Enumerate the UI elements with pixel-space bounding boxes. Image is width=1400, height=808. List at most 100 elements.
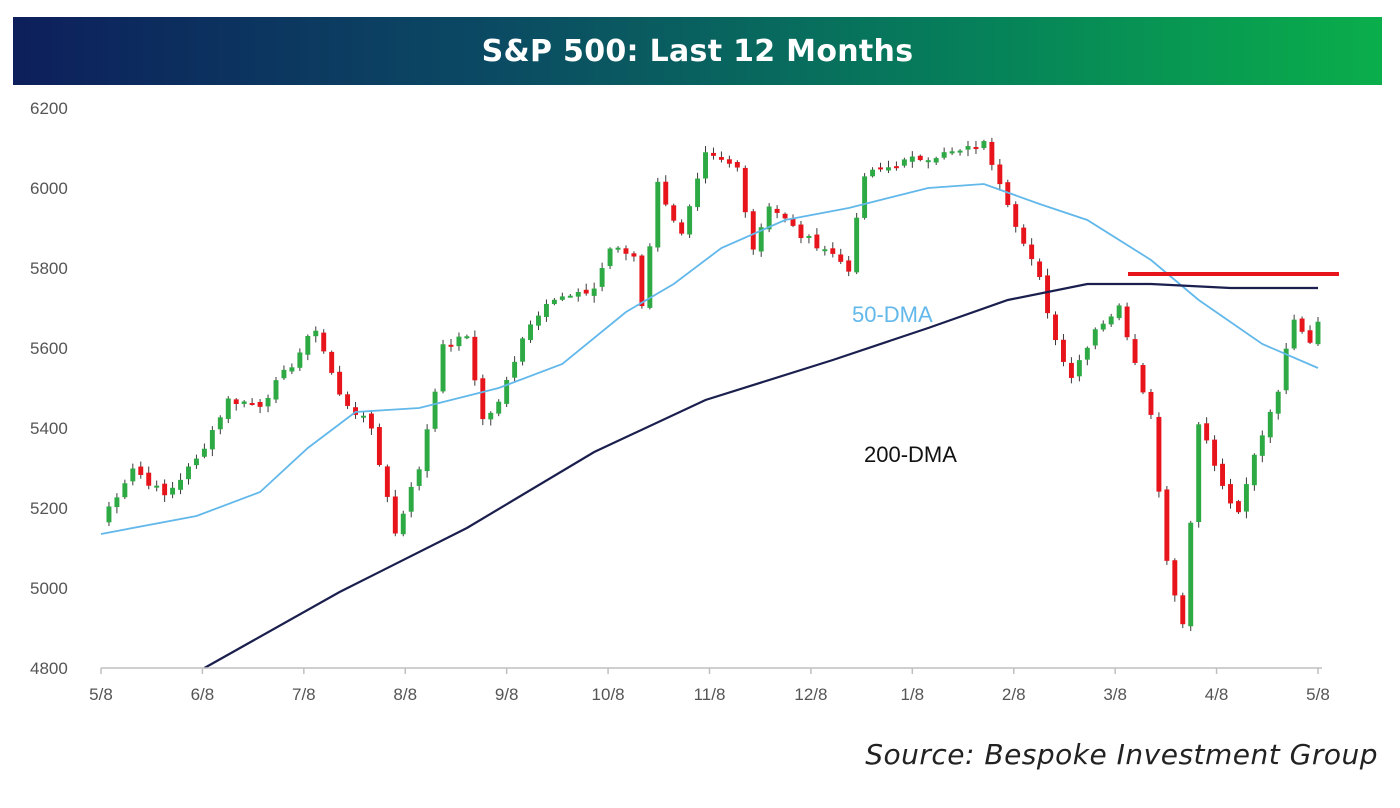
candle-body bbox=[870, 169, 876, 177]
candle-body bbox=[305, 335, 311, 355]
candle-body bbox=[512, 361, 518, 378]
candle-body bbox=[138, 466, 144, 475]
candle-body bbox=[703, 152, 708, 179]
candle-body bbox=[1172, 560, 1178, 596]
candle-body bbox=[528, 324, 533, 341]
candle-body bbox=[551, 299, 557, 305]
candle-body bbox=[663, 181, 669, 205]
candle-body bbox=[1060, 339, 1066, 362]
candle-body bbox=[1037, 261, 1043, 277]
candle-body bbox=[265, 397, 271, 407]
candle-body bbox=[567, 295, 573, 298]
x-tick-label: 5/8 bbox=[89, 685, 113, 704]
y-tick-label: 4800 bbox=[30, 659, 68, 678]
x-tick-label: 12/8 bbox=[794, 685, 827, 704]
candle-body bbox=[106, 506, 112, 523]
candle-body bbox=[687, 206, 693, 235]
candle-body bbox=[201, 448, 207, 457]
candle-body bbox=[1013, 204, 1019, 227]
candle-body bbox=[1148, 391, 1154, 415]
source-caption: Source: Bespoke Investment Group bbox=[865, 738, 1378, 771]
candle-body bbox=[1068, 362, 1074, 378]
candle-body bbox=[981, 141, 987, 149]
candle-body bbox=[758, 227, 764, 252]
candle-body bbox=[170, 487, 176, 495]
candle-body bbox=[480, 378, 486, 420]
candle-body bbox=[1084, 347, 1090, 360]
candle-body bbox=[249, 402, 255, 405]
x-tick-label: 8/8 bbox=[393, 685, 417, 704]
candle-body bbox=[1116, 305, 1122, 319]
candle-body bbox=[416, 469, 422, 486]
candle-body bbox=[1259, 435, 1265, 456]
candle-body bbox=[1140, 365, 1146, 393]
candle-body bbox=[838, 254, 844, 262]
candle-body bbox=[750, 211, 756, 250]
candle-body bbox=[376, 427, 382, 466]
y-tick-label: 5800 bbox=[30, 259, 68, 278]
candle-body bbox=[520, 338, 526, 362]
candle-body bbox=[655, 181, 661, 248]
candle-body bbox=[241, 401, 247, 404]
y-tick-label: 6200 bbox=[30, 99, 68, 118]
candle-body bbox=[1045, 275, 1051, 314]
candle-body bbox=[814, 234, 820, 249]
candle-body bbox=[193, 458, 199, 466]
candle-body bbox=[329, 351, 335, 373]
candle-body bbox=[114, 497, 120, 508]
candle-body bbox=[734, 162, 740, 168]
candle-body bbox=[488, 412, 494, 420]
candle-body bbox=[973, 147, 979, 150]
x-tick-label: 9/8 bbox=[495, 685, 519, 704]
candle-body bbox=[392, 496, 398, 534]
x-tick-label: 2/8 bbox=[1002, 685, 1026, 704]
candle-body bbox=[1315, 321, 1321, 345]
candle-body bbox=[671, 205, 677, 221]
candle-body bbox=[599, 268, 605, 287]
candle-body bbox=[233, 399, 239, 405]
candle-body bbox=[440, 344, 446, 392]
candle-body bbox=[615, 247, 621, 250]
candle-body bbox=[830, 248, 836, 254]
candle-body bbox=[297, 352, 303, 368]
line-200-dma bbox=[203, 282, 1318, 669]
candle-body bbox=[1132, 339, 1138, 363]
candle-body bbox=[965, 146, 971, 150]
candle-body bbox=[949, 151, 955, 154]
x-tick-label: 1/8 bbox=[901, 685, 925, 704]
candle-body bbox=[679, 222, 685, 234]
candle-body bbox=[774, 208, 780, 213]
candle-body bbox=[886, 167, 891, 171]
candle-body bbox=[464, 336, 470, 339]
candle-body bbox=[432, 391, 438, 429]
candle-body bbox=[368, 413, 374, 429]
candle-body bbox=[1021, 227, 1027, 244]
candle-body bbox=[1307, 330, 1313, 343]
candle-body bbox=[1275, 391, 1281, 414]
candle-body bbox=[273, 380, 279, 400]
candle-body bbox=[1100, 323, 1106, 330]
candle-body bbox=[846, 260, 852, 272]
candle-body bbox=[1156, 416, 1162, 492]
candle-body bbox=[790, 218, 796, 226]
candle-body bbox=[225, 398, 231, 419]
candle-body bbox=[1029, 244, 1035, 260]
candle-body bbox=[822, 249, 828, 252]
candle-body bbox=[504, 379, 510, 404]
candle-body bbox=[472, 336, 478, 381]
candle-body bbox=[162, 483, 168, 496]
candle-body bbox=[209, 430, 215, 450]
candle-body bbox=[1291, 319, 1297, 349]
y-tick-label: 5400 bbox=[30, 419, 68, 438]
candle-body bbox=[257, 401, 263, 407]
candle-body bbox=[1299, 318, 1305, 332]
candle-body bbox=[726, 159, 732, 164]
candle-body bbox=[353, 407, 359, 415]
candle-body bbox=[583, 289, 589, 294]
candle-body bbox=[384, 466, 390, 497]
candle-body bbox=[408, 486, 414, 512]
candle-body bbox=[122, 483, 128, 498]
candle-body bbox=[424, 429, 430, 472]
candle-body bbox=[941, 152, 947, 158]
